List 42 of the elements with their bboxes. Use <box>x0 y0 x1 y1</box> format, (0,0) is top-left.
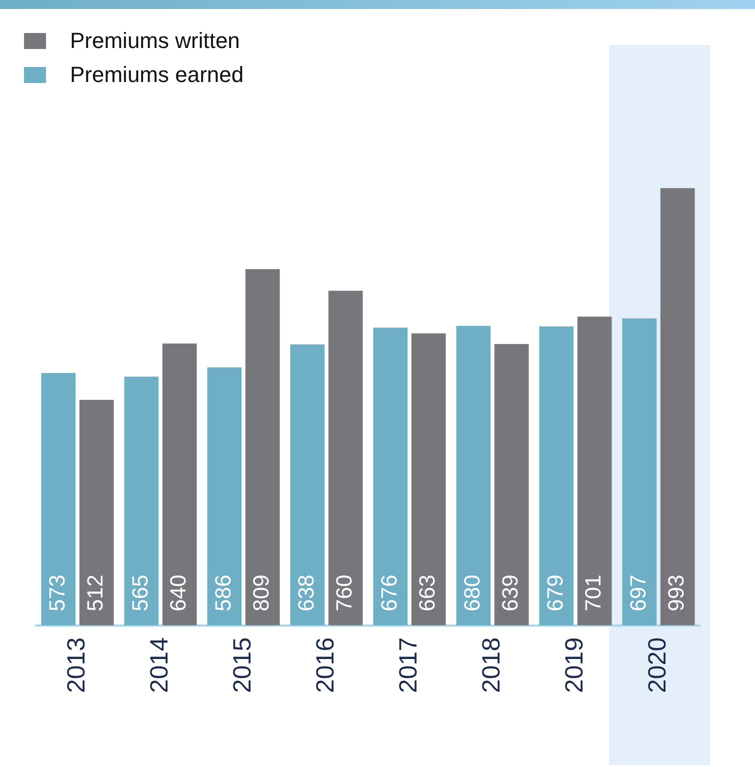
data-label: 676 <box>376 574 402 612</box>
data-label: 701 <box>580 574 606 612</box>
x-tick-label: 2017 <box>394 637 422 694</box>
legend-label: Premiums written <box>70 28 240 54</box>
data-label: 512 <box>82 574 108 612</box>
bar <box>373 328 408 626</box>
data-label: 680 <box>459 574 484 612</box>
data-label: 697 <box>625 574 650 612</box>
bar <box>245 269 280 626</box>
bar <box>41 373 76 626</box>
bar <box>456 326 491 626</box>
bar <box>207 367 242 626</box>
bar <box>290 344 325 626</box>
data-label: 809 <box>248 574 274 612</box>
data-label: 679 <box>542 574 568 612</box>
data-label: 760 <box>332 574 357 612</box>
data-label: 586 <box>210 574 236 612</box>
bar <box>660 188 695 626</box>
x-tick-label: 2019 <box>560 637 588 694</box>
x-tick-label: 2013 <box>62 637 90 694</box>
legend-label: Premiums earned <box>70 62 244 88</box>
data-label: 993 <box>664 574 689 612</box>
x-tick-label: 2015 <box>228 637 256 694</box>
x-tick-label: 2020 <box>643 637 672 694</box>
x-tick-label: 2016 <box>311 637 340 694</box>
data-label: 573 <box>44 574 70 612</box>
bar <box>411 333 446 626</box>
bar <box>539 326 574 626</box>
data-label: 638 <box>293 574 318 612</box>
data-label: 565 <box>127 574 152 612</box>
bar <box>328 290 363 626</box>
x-tick-label: 2018 <box>477 637 506 694</box>
x-tick-label: 2014 <box>145 637 174 694</box>
data-label: 663 <box>414 574 440 612</box>
bar <box>124 376 159 626</box>
data-label: 640 <box>166 574 191 612</box>
bar <box>622 318 657 626</box>
bar <box>162 344 197 626</box>
bar <box>577 316 612 626</box>
bar <box>79 400 114 626</box>
data-label: 639 <box>498 574 523 612</box>
bar <box>494 344 529 626</box>
